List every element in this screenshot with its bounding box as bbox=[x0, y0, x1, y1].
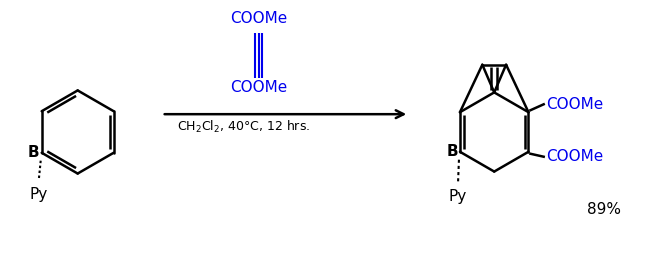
Text: 89%: 89% bbox=[588, 202, 621, 217]
Text: Py: Py bbox=[29, 187, 48, 203]
Text: CH$_2$Cl$_2$, 40°C, 12 hrs.: CH$_2$Cl$_2$, 40°C, 12 hrs. bbox=[177, 119, 310, 135]
Text: B: B bbox=[28, 145, 40, 160]
Text: COOMe: COOMe bbox=[546, 149, 603, 164]
Text: Py: Py bbox=[449, 189, 467, 204]
Text: COOMe: COOMe bbox=[230, 80, 288, 95]
Text: COOMe: COOMe bbox=[230, 11, 288, 26]
Text: COOMe: COOMe bbox=[546, 97, 603, 112]
Text: B: B bbox=[446, 144, 458, 159]
